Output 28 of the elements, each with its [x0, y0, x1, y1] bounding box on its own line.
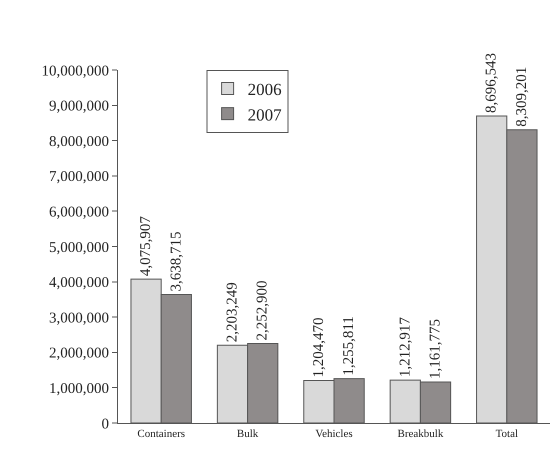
data-label: 2,203,249: [224, 282, 240, 342]
data-label: 4,075,907: [138, 216, 154, 276]
y-tick-label: 4,000,000: [49, 275, 109, 292]
x-tick-label: Breakbulk: [397, 428, 444, 440]
y-tick-label: 6,000,000: [49, 204, 109, 220]
y-tick-label: 7,000,000: [49, 169, 109, 186]
legend-label: 2006: [248, 80, 282, 100]
y-tick-label: 0: [102, 416, 109, 432]
data-label: 1,212,917: [397, 316, 414, 378]
x-tick-label: Bulk: [236, 428, 259, 440]
data-label: 1,161,775: [428, 318, 444, 379]
x-tick-label: Containers: [137, 428, 186, 440]
data-label: 3,638,715: [168, 232, 184, 292]
y-tick-label: 1,000,000: [49, 380, 109, 397]
y-tick-label: 2,000,000: [49, 346, 109, 362]
x-tick-label: Total: [496, 428, 518, 440]
data-label: 8,309,201: [514, 66, 530, 127]
y-tick-label: 9,000,000: [49, 98, 109, 115]
y-tick-label: 5,000,000: [49, 240, 109, 256]
y-tick-label: 8,000,000: [49, 134, 109, 150]
data-label: 8,696,543: [484, 53, 500, 114]
data-label: 2,252,900: [254, 280, 271, 340]
legend-label: 2007: [248, 105, 282, 124]
x-tick-label: Vehicles: [315, 428, 353, 440]
y-tick-label: 3,000,000: [49, 310, 109, 326]
data-label: 1,255,811: [341, 316, 358, 376]
data-label: 1,204,470: [310, 317, 327, 378]
y-tick-label: 10,000,000: [42, 63, 109, 80]
